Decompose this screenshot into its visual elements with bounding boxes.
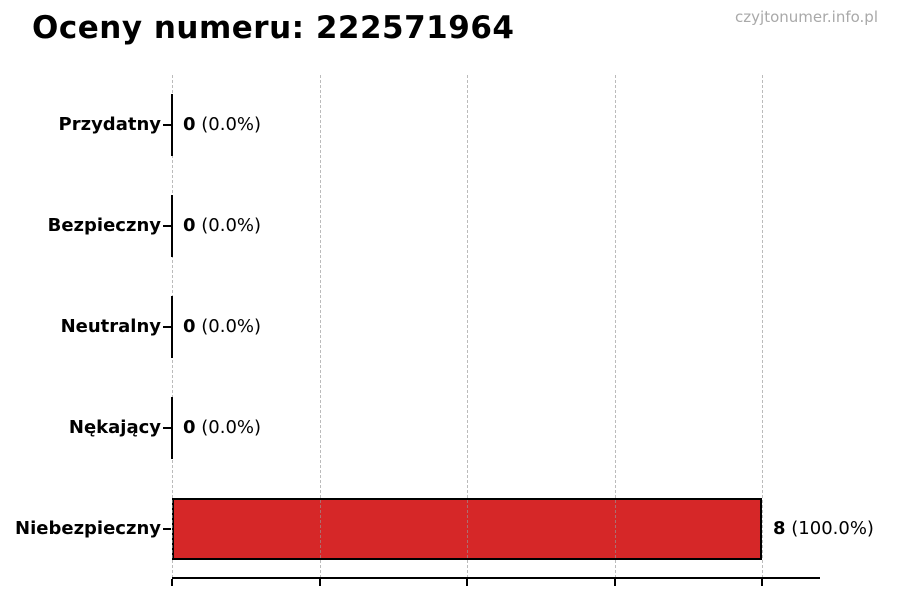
watermark-text: czyjtonumer.info.pl — [735, 8, 878, 26]
gridline-x2 — [319, 75, 321, 578]
category-label: Bezpieczny — [47, 215, 161, 237]
value-count: 0 — [183, 416, 196, 438]
value-percent: (100.0%) — [791, 517, 874, 539]
zero-bar-line — [171, 396, 173, 459]
category-label: Przydatny — [58, 114, 161, 136]
zero-bar-line — [171, 195, 173, 258]
y-axis-tick — [163, 124, 171, 127]
value-percent: (0.0%) — [201, 316, 262, 337]
category-label: Niebezpieczny — [15, 517, 161, 539]
category-label: Neutralny — [60, 316, 161, 337]
zero-bar-line — [171, 296, 173, 358]
value-count: 0 — [183, 316, 196, 337]
y-axis-tick — [163, 527, 171, 530]
y-axis-tick — [163, 326, 171, 328]
gridline-x8 — [762, 75, 763, 578]
value-count: 0 — [183, 215, 196, 237]
plot-area: 0 (0.0%) 0 (0.0%) 0 (0.0%) 0 (0.0%) 8 (100.0… — [163, 75, 874, 586]
value-label: 0 (0.0%) — [183, 416, 261, 440]
value-percent: (0.0%) — [201, 416, 262, 438]
value-percent: (0.0%) — [201, 215, 262, 237]
value-label: 8 (100.0%) — [773, 517, 874, 541]
category-label: Nękający — [68, 416, 161, 438]
y-axis-tick — [163, 426, 171, 429]
y-axis-tick — [163, 225, 171, 228]
gridline-x6 — [614, 75, 616, 578]
x-axis-tick-8 — [761, 579, 763, 586]
value-count: 8 — [773, 517, 786, 539]
zero-bar-line — [171, 94, 173, 157]
y-axis-category-labels: Przydatny Bezpieczny Neutralny Nękający Nieb… — [0, 75, 161, 579]
x-axis-tick-6 — [613, 579, 616, 586]
value-label: 0 (0.0%) — [183, 113, 261, 137]
x-axis-line — [172, 577, 820, 579]
value-label: 0 (0.0%) — [183, 214, 261, 238]
chart-title: Oceny numeru: 222571964 — [32, 10, 515, 46]
x-axis-tick-0 — [171, 579, 173, 586]
x-axis-tick-2 — [318, 579, 321, 586]
value-count: 0 — [183, 114, 196, 136]
value-percent: (0.0%) — [201, 114, 262, 136]
value-label: 0 (0.0%) — [183, 315, 261, 339]
gridline-x4 — [467, 75, 468, 578]
x-axis-tick-4 — [466, 579, 468, 586]
